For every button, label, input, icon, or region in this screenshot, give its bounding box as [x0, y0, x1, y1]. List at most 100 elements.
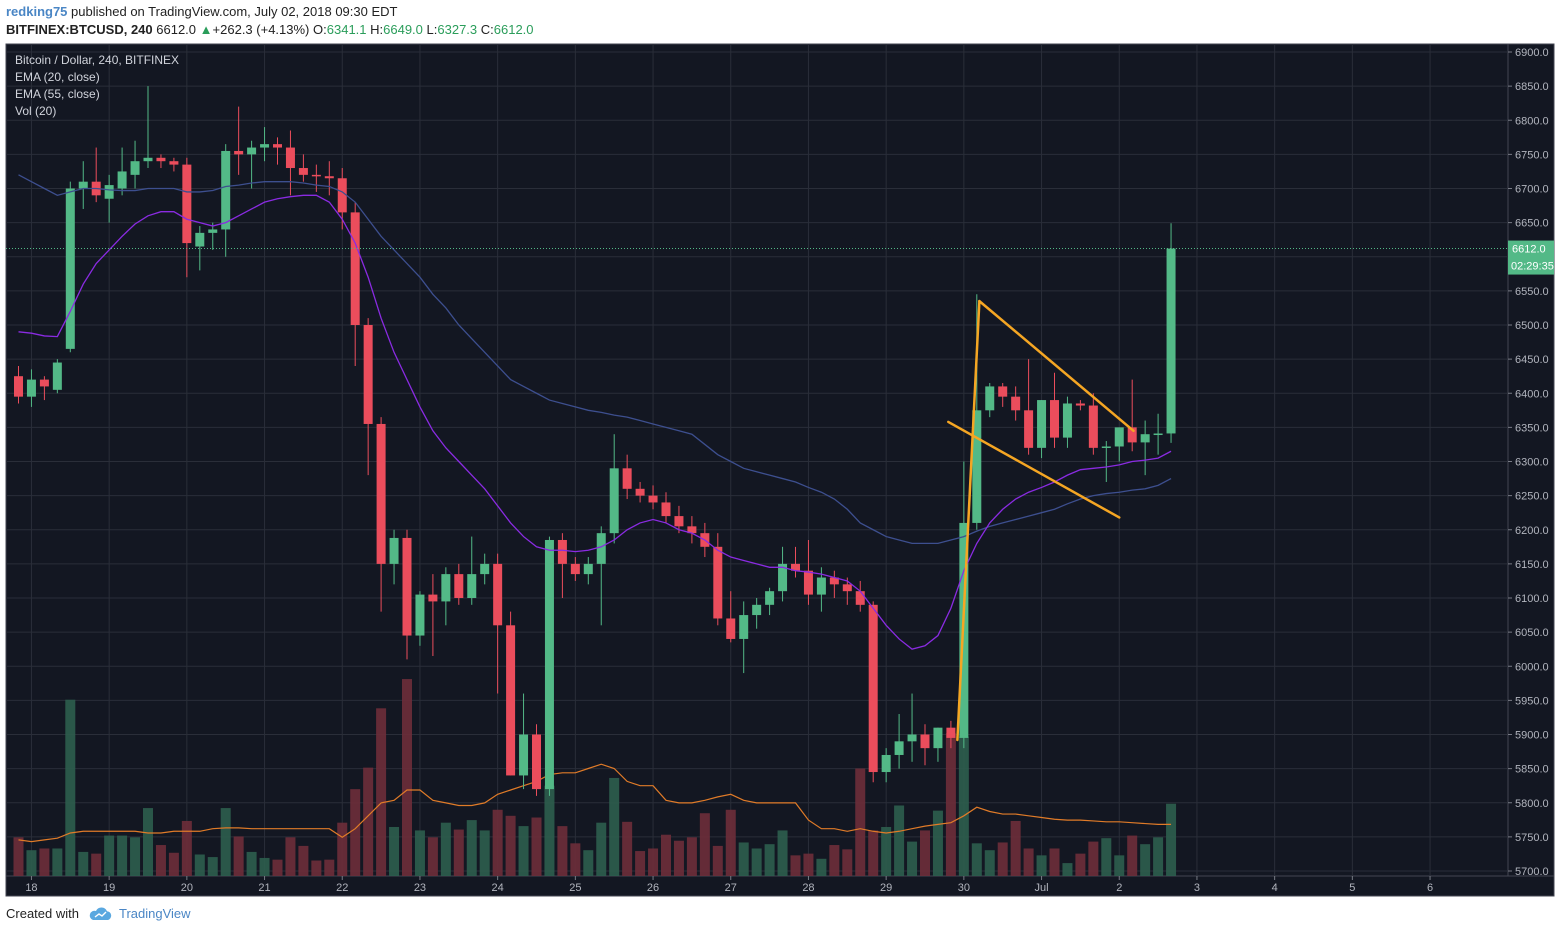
candle-body	[583, 563, 593, 575]
publish-info: redking75 published on TradingView.com, …	[6, 4, 397, 19]
plot-area[interactable]	[6, 44, 1508, 876]
chart-legend: Bitcoin / Dollar, 240, BITFINEX EMA (20,…	[15, 53, 179, 118]
trendline-flag-top	[978, 299, 1135, 433]
candle-body	[985, 386, 995, 411]
up-arrow-icon: ▲	[199, 22, 213, 37]
volume-bar	[1101, 838, 1112, 876]
candle	[648, 485, 658, 510]
candle-body	[324, 176, 334, 179]
volume-bar	[518, 826, 529, 876]
x-tick-label: 27	[725, 882, 737, 894]
candle-body	[842, 584, 852, 592]
volume-bar	[117, 835, 128, 876]
volume-bar	[699, 813, 710, 876]
candle-body	[907, 734, 917, 742]
high-value: 6649.0	[383, 22, 423, 37]
volume-bar	[389, 826, 400, 876]
candle-body	[1050, 400, 1059, 438]
candle-body	[480, 563, 490, 575]
x-tick-label: 6	[1427, 882, 1433, 894]
volume-bar	[920, 830, 930, 876]
volume-bar	[725, 809, 736, 876]
candle-body	[881, 754, 891, 773]
volume-bar	[712, 845, 723, 876]
tradingview-link[interactable]: TradingView	[118, 906, 191, 921]
candle-body	[506, 625, 516, 776]
candle-body	[532, 734, 541, 790]
price-chart[interactable]: 6900.0 6850.0 6800.0 6750.0 6700.0 6650.0 6 600…	[0, 42, 1560, 898]
candle-body	[739, 615, 749, 639]
candle	[855, 580, 865, 612]
candle-body	[1114, 427, 1124, 447]
candle	[415, 591, 425, 646]
volume-bar	[958, 736, 969, 876]
y-tick-label: 6050.0	[1515, 627, 1549, 639]
candle-body	[570, 563, 580, 575]
candle	[894, 714, 904, 769]
volume-bar	[803, 853, 814, 876]
y-tick-label: 6750.0	[1515, 149, 1549, 161]
y-tick-label: 5950.0	[1515, 695, 1549, 707]
candle	[661, 492, 671, 523]
publish-text: published on TradingView.com, July 02, 2…	[71, 4, 398, 19]
candle	[674, 505, 684, 534]
volume-bar	[661, 834, 671, 876]
price-axis[interactable]	[1508, 44, 1554, 876]
x-tick-label: 25	[569, 882, 581, 894]
candle	[506, 611, 516, 776]
candle-body	[415, 594, 425, 636]
candle-body	[661, 502, 671, 517]
candle	[1024, 359, 1034, 455]
volume-bar	[1127, 835, 1138, 876]
volume-bar	[207, 857, 218, 876]
candle-body	[609, 468, 619, 534]
volume-bar	[829, 845, 840, 876]
candle	[985, 383, 995, 418]
volume-bar	[233, 836, 244, 876]
candle-body	[894, 741, 904, 755]
volume-bar	[1166, 803, 1177, 876]
trendline-pole	[956, 299, 981, 742]
candle-body	[1153, 433, 1163, 436]
candle	[247, 140, 257, 189]
low-value: 6327.3	[437, 22, 478, 37]
candle	[117, 147, 127, 196]
volume-bar	[842, 849, 853, 876]
volume-bar	[635, 851, 646, 876]
candle-body	[14, 376, 23, 397]
candle	[467, 536, 477, 605]
x-tick-label: 23	[414, 882, 426, 894]
candle-body	[195, 232, 205, 247]
high-label: H:	[370, 22, 384, 37]
candle-body	[130, 161, 140, 175]
candle-body	[998, 386, 1008, 397]
y-tick-label: 5800.0	[1515, 798, 1549, 810]
candle-body	[596, 533, 606, 564]
candle	[52, 359, 62, 394]
close-value: 6612.0	[493, 22, 534, 37]
volume-bar	[751, 848, 762, 876]
candle	[583, 557, 593, 585]
time-axis[interactable]	[6, 876, 1554, 896]
volume-bar	[1075, 853, 1086, 876]
volume-bar	[427, 837, 438, 876]
candle-body	[1166, 248, 1176, 434]
candle	[285, 130, 295, 196]
volume-bar	[1049, 848, 1060, 876]
volume-bar	[648, 848, 659, 876]
candle	[376, 417, 386, 612]
candle	[1114, 427, 1124, 462]
volume-bar	[1114, 855, 1125, 876]
candle-body	[752, 604, 762, 616]
close-label: C:	[480, 22, 494, 37]
volume-bar	[997, 842, 1008, 876]
author-link[interactable]: redking75	[6, 4, 68, 19]
y-tick-label: 6300.0	[1515, 457, 1549, 469]
symbol-label: BITFINEX:BTCUSD, 240	[6, 22, 153, 37]
volume-bar	[622, 821, 633, 876]
candle	[765, 587, 775, 616]
candle-body	[557, 539, 567, 564]
candle	[14, 365, 23, 404]
volume-bar	[816, 858, 827, 876]
candle	[635, 481, 645, 503]
